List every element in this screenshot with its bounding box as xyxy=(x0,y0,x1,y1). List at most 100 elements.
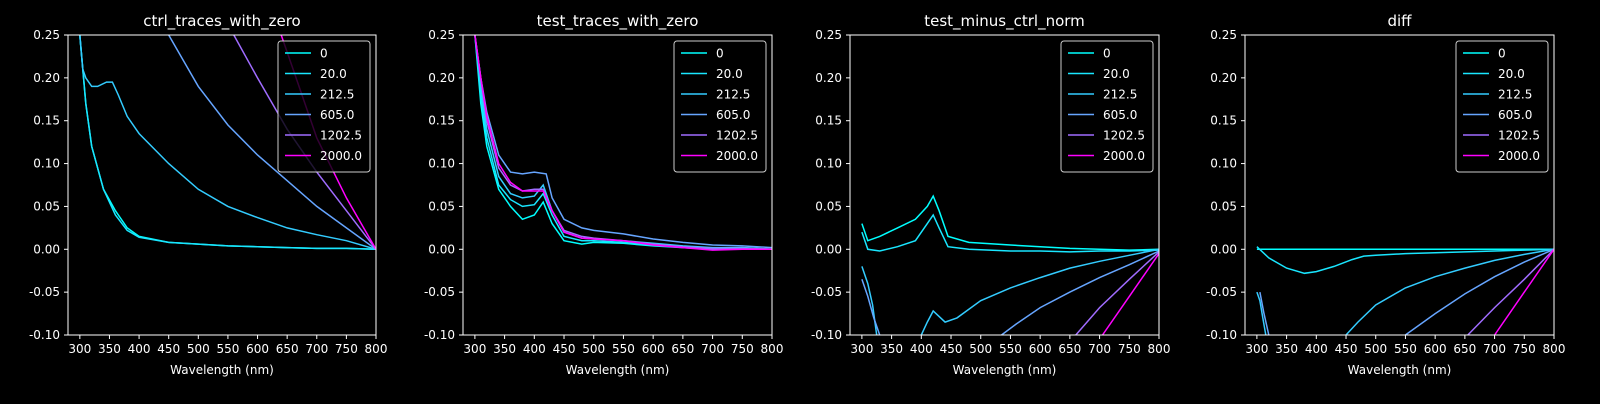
y-tick-label: 0.00 xyxy=(815,242,842,256)
series-fragment xyxy=(861,279,881,335)
axes-frame xyxy=(67,34,377,336)
series-line-0 xyxy=(861,194,1159,251)
x-tick-label: 550 xyxy=(999,342,1022,356)
legend-label: 212.5 xyxy=(320,88,354,102)
legend-label: 212.5 xyxy=(716,88,750,102)
x-tick-label: 600 xyxy=(1424,342,1447,356)
x-tick-label: 300 xyxy=(463,342,486,356)
series-line-605.0 xyxy=(1404,248,1554,335)
x-axis-label: Wavelength (nm) xyxy=(953,363,1057,377)
legend-label: 20.0 xyxy=(320,67,347,81)
x-tick-label: 800 xyxy=(365,342,388,356)
series-line-212.5 xyxy=(79,35,376,251)
y-tick-label: -0.05 xyxy=(29,285,60,299)
legend-label: 20.0 xyxy=(716,67,743,81)
series-line-212.5 xyxy=(1345,248,1554,335)
x-axis-label: Wavelength (nm) xyxy=(170,363,274,377)
x-tick-label: 650 xyxy=(671,342,694,356)
legend-label: 605.0 xyxy=(716,108,750,122)
series-line-605.0 xyxy=(474,35,772,249)
plot-area xyxy=(474,35,772,251)
legend-label: 212.5 xyxy=(1103,88,1137,102)
legend-label: 1202.5 xyxy=(320,129,362,143)
y-tick-label: 0.15 xyxy=(33,114,60,128)
legend-label: 212.5 xyxy=(1498,88,1532,102)
x-tick-label: 400 xyxy=(523,342,546,356)
x-tick-label: 750 xyxy=(1118,342,1141,356)
legend-label: 0 xyxy=(1103,47,1111,61)
y-tick-label: 0.10 xyxy=(815,157,842,171)
y-tick-label: 0.25 xyxy=(33,28,60,42)
y-tick-label: 0.20 xyxy=(815,71,842,85)
y-tick-label: 0.20 xyxy=(33,71,60,85)
chart-title: test_minus_ctrl_norm xyxy=(924,12,1085,31)
legend: 0 20.0 212.5 605.0 1202.5 2000.0 xyxy=(277,40,371,173)
y-tick-label: 0.10 xyxy=(428,157,455,171)
y-tick-label: -0.10 xyxy=(811,328,842,342)
legend-label: 605.0 xyxy=(1103,108,1137,122)
y-tick-label: 0.20 xyxy=(428,71,455,85)
x-tick-label: 300 xyxy=(850,342,873,356)
x-tick-label: 350 xyxy=(880,342,903,356)
x-tick-label: 800 xyxy=(761,342,784,356)
x-tick-label: 400 xyxy=(1305,342,1328,356)
x-tick-label: 300 xyxy=(1245,342,1268,356)
chart-panel-3: test_minus_ctrl_norm 300 350 400 450 500 550 60… xyxy=(811,12,1171,377)
y-tick-label: -0.10 xyxy=(1206,328,1237,342)
y-tick-label: 0.25 xyxy=(428,28,455,42)
legend-label: 605.0 xyxy=(1498,108,1532,122)
series-line-20.0 xyxy=(1256,246,1554,275)
x-tick-label: 400 xyxy=(910,342,933,356)
series-line-20.0 xyxy=(861,213,1159,253)
x-tick-label: 450 xyxy=(553,342,576,356)
series-fragment xyxy=(1256,291,1267,335)
series-line-2000.0 xyxy=(1101,253,1159,335)
x-tick-label: 550 xyxy=(612,342,635,356)
x-tick-label: 750 xyxy=(731,342,754,356)
y-tick-label: -0.05 xyxy=(811,285,842,299)
series-line-2000.0 xyxy=(474,35,772,251)
y-tick-label: 0.20 xyxy=(1210,71,1237,85)
legend-label: 20.0 xyxy=(1498,67,1525,81)
y-tick-label: -0.10 xyxy=(29,328,60,342)
y-tick-label: -0.05 xyxy=(424,285,455,299)
series-line-2000.0 xyxy=(1493,248,1554,335)
series-line-605.0 xyxy=(1001,250,1159,335)
chart-panel-1: ctrl_traces_with_zero 300 350 400 450 500 550 6… xyxy=(29,12,388,377)
x-tick-label: 700 xyxy=(305,342,328,356)
chart-title: ctrl_traces_with_zero xyxy=(143,12,300,31)
x-tick-label: 600 xyxy=(246,342,269,356)
x-tick-label: 400 xyxy=(128,342,151,356)
x-tick-label: 350 xyxy=(98,342,121,356)
axes-frame xyxy=(1244,34,1555,336)
legend: 0 20.0 212.5 605.0 1202.5 2000.0 xyxy=(1455,40,1549,173)
series-line-20.0 xyxy=(79,35,376,251)
x-tick-label: 500 xyxy=(969,342,992,356)
y-tick-label: 0.00 xyxy=(428,242,455,256)
x-tick-label: 350 xyxy=(493,342,516,356)
legend-label: 0 xyxy=(1498,47,1506,61)
y-tick-label: 0.10 xyxy=(1210,157,1237,171)
x-tick-label: 600 xyxy=(642,342,665,356)
x-tick-label: 750 xyxy=(335,342,358,356)
y-tick-label: 0.15 xyxy=(1210,114,1237,128)
y-tick-label: 0.05 xyxy=(428,199,455,213)
chart-title: test_traces_with_zero xyxy=(537,12,699,31)
legend: 0 20.0 212.5 605.0 1202.5 2000.0 xyxy=(673,40,767,173)
series-line-605.0 xyxy=(168,35,376,250)
x-tick-label: 500 xyxy=(582,342,605,356)
x-tick-label: 800 xyxy=(1543,342,1566,356)
x-axis-label: Wavelength (nm) xyxy=(566,363,670,377)
y-tick-label: 0.15 xyxy=(815,114,842,128)
legend-label: 0 xyxy=(716,47,724,61)
x-axis-label: Wavelength (nm) xyxy=(1348,363,1452,377)
legend-label: 0 xyxy=(320,47,328,61)
y-tick-label: 0.05 xyxy=(33,199,60,213)
legend-label: 2000.0 xyxy=(1103,149,1145,163)
legend-label: 1202.5 xyxy=(716,129,758,143)
y-tick-label: -0.05 xyxy=(1206,285,1237,299)
plot-area xyxy=(861,194,1159,335)
chart-panel-2: test_traces_with_zero 300 350 400 450 500 550 6… xyxy=(424,12,784,377)
chart-panel-4: diff 300 350 400 450 500 550 600 650 700 750 800 -0.… xyxy=(1206,12,1566,377)
